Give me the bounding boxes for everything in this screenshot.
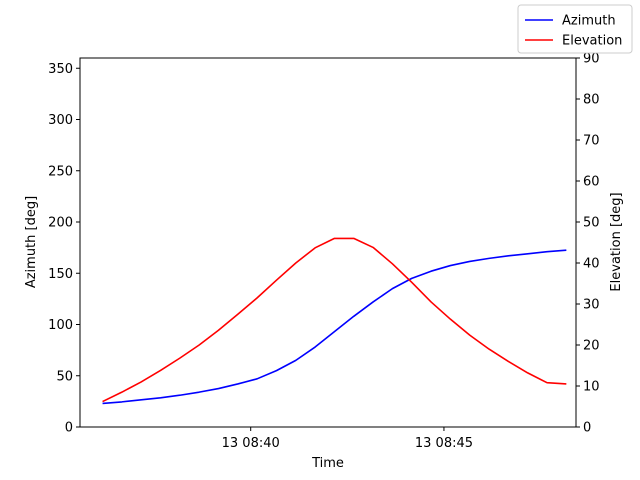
- series-line-azimuth: [102, 249, 567, 405]
- y-right-tick-label: 80: [583, 93, 600, 108]
- y-right-tick-label: 10: [583, 380, 600, 395]
- y-left-tick-label: 300: [48, 113, 73, 128]
- y-right-tick-label: 20: [583, 339, 600, 354]
- y-right-tick-label: 50: [583, 216, 600, 231]
- series-layer: [102, 237, 567, 405]
- series-line-elevation: [102, 237, 567, 403]
- y-left-tick-label: 0: [65, 421, 73, 436]
- y-left-tick-label: 350: [48, 62, 73, 77]
- x-axis-label: Time: [311, 456, 344, 471]
- right-axis: 0 10 20 30 40 50 60 70 80 90: [576, 52, 600, 436]
- y-right-tick-label: 90: [583, 52, 600, 67]
- legend-label-azimuth: Azimuth: [562, 14, 616, 29]
- plot-area: [80, 58, 576, 427]
- y-left-axis-label: Azimuth [deg]: [24, 196, 39, 288]
- x-axis: 13 08:40 13 08:45: [222, 427, 473, 451]
- y-right-tick-label: 40: [583, 257, 600, 272]
- plot-frame: [79, 57, 577, 428]
- legend: Azimuth Elevation: [517, 4, 633, 54]
- y-right-tick-label: 30: [583, 298, 600, 313]
- y-right-tick-label: 70: [583, 134, 600, 149]
- legend-label-elevation: Elevation: [562, 34, 622, 49]
- legend-box: [517, 4, 633, 54]
- y-left-tick-label: 150: [48, 267, 73, 282]
- left-axis: 0 50 100 150 200 250 300 350: [48, 62, 80, 436]
- y-left-tick-label: 50: [56, 369, 73, 384]
- y-right-axis-label: Elevation [deg]: [609, 192, 624, 291]
- y-left-tick-label: 200: [48, 216, 73, 231]
- y-left-tick-label: 100: [48, 318, 73, 333]
- y-right-tick-label: 60: [583, 175, 600, 190]
- x-tick-label: 13 08:45: [415, 436, 473, 451]
- y-right-tick-label: 0: [583, 421, 591, 436]
- y-left-tick-label: 250: [48, 164, 73, 179]
- x-tick-label: 13 08:40: [222, 436, 280, 451]
